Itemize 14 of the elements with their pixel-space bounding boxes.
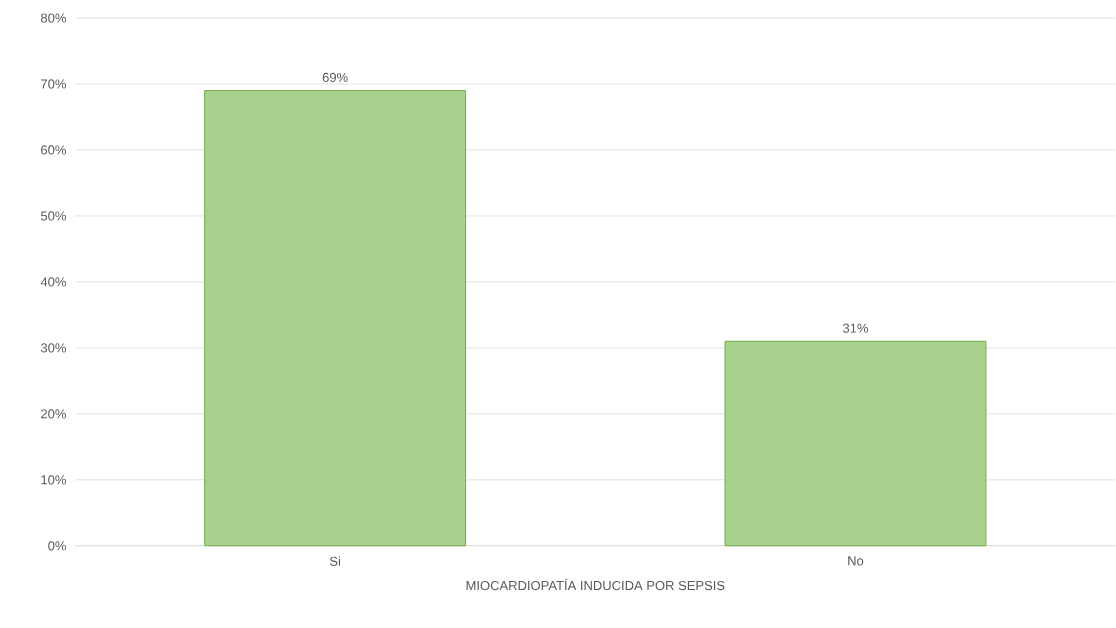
x-axis-title: MIOCARDIOPATÍA INDUCIDA POR SEPSIS [466,578,725,591]
data-label: 69% [322,72,348,83]
y-tick-label: 80% [41,13,66,23]
y-tick-label: 40% [40,277,66,287]
y-tick-label: 0% [48,541,66,551]
y-tick-label: 50% [40,211,66,221]
data-label: 31% [842,323,868,333]
x-tick-label: Si [329,556,341,566]
y-tick-label: 10% [41,475,66,485]
x-tick-label: No [848,556,864,566]
y-tick-label: 60% [41,145,66,155]
y-tick-label: 20% [41,409,66,419]
y-tick-label: 30% [40,343,66,353]
y-tick-label: 70% [41,79,66,89]
